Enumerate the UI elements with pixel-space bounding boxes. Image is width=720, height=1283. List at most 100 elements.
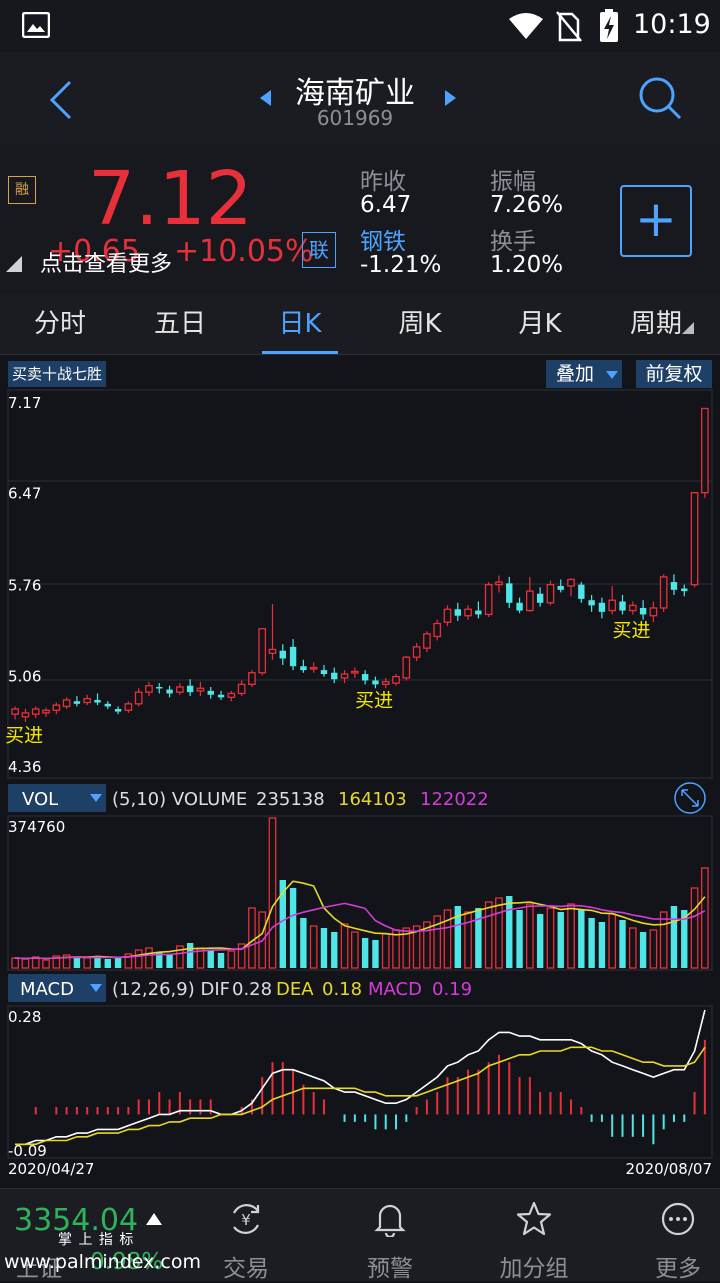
overlay-chevron-icon xyxy=(606,371,618,379)
prev-close-label: 昨收 xyxy=(360,169,406,195)
candle-body xyxy=(227,692,236,698)
volume-bar xyxy=(134,949,143,969)
volume-bar xyxy=(73,957,81,968)
candle-body xyxy=(639,607,647,615)
volume-bar xyxy=(300,918,307,968)
volume-bar xyxy=(124,953,133,969)
nav-alert[interactable]: 预警 xyxy=(340,1189,440,1282)
candle-body xyxy=(619,601,626,611)
candle-body xyxy=(156,686,163,689)
nav-alert-label: 预警 xyxy=(367,1256,413,1282)
tab-five-day[interactable]: 五日 xyxy=(153,309,206,339)
prev-stock-icon[interactable] xyxy=(258,89,272,107)
corner-triangle-icon xyxy=(6,256,22,272)
volume-bar xyxy=(237,943,246,969)
next-stock-icon[interactable] xyxy=(444,89,458,107)
macd-params: (12,26,9) DIF xyxy=(112,979,230,1000)
nav-trade-label: 交易 xyxy=(223,1256,269,1282)
price-tick-label: 4.36 xyxy=(8,758,41,776)
volume-bar xyxy=(217,953,225,968)
candle-body xyxy=(331,672,338,680)
margin-badge: 融 xyxy=(8,176,36,204)
volume-bar xyxy=(104,959,111,968)
expand-icon[interactable] xyxy=(674,782,706,814)
volume-bar xyxy=(516,910,523,968)
vol-chevron-icon xyxy=(90,794,102,802)
candle-body xyxy=(351,670,359,674)
volume-bar xyxy=(21,958,30,969)
candle-body xyxy=(402,656,411,679)
watermark-title: 掌 上 指 标 xyxy=(58,1232,135,1248)
wifi-icon xyxy=(509,13,543,39)
candle-body xyxy=(381,681,390,686)
buy-signal: 买进 xyxy=(5,724,43,746)
tab-period[interactable]: 周期 xyxy=(629,309,682,339)
index-value[interactable]: 3354.04 xyxy=(14,1203,139,1238)
period-tabs: 分时 五日 日K 周K 月K 周期 xyxy=(0,294,720,355)
candle-body xyxy=(536,593,544,603)
vol-max-label: 374760 xyxy=(8,818,65,836)
price-adjust-button[interactable]: 前复权 xyxy=(636,360,712,388)
volume-bar xyxy=(412,925,421,969)
candle-body xyxy=(681,588,688,592)
candle-body xyxy=(392,675,400,684)
volume-bar xyxy=(475,908,482,968)
status-bar: 10:19 xyxy=(0,0,720,52)
candle-body xyxy=(557,585,564,590)
candle-body xyxy=(506,583,513,603)
tab-weekly-k[interactable]: 周K xyxy=(398,309,442,339)
overlay-dropdown[interactable]: 叠加 xyxy=(546,360,622,388)
volume-bar xyxy=(402,927,411,969)
vol-selector[interactable] xyxy=(8,784,106,812)
nav-more[interactable]: 更多 xyxy=(628,1189,720,1282)
index-name: 上证 xyxy=(16,1256,62,1282)
candle-body xyxy=(124,703,133,711)
volume-bar xyxy=(423,921,431,969)
candle-body xyxy=(546,583,555,604)
volume-bar xyxy=(598,922,606,968)
vol-ma5: 164103 xyxy=(338,789,407,810)
price-tick-label: 5.76 xyxy=(8,577,41,595)
volume-ma10-line xyxy=(15,902,706,960)
candle-body xyxy=(94,699,101,703)
candle-body xyxy=(73,701,81,704)
buy-signal: 买进 xyxy=(613,619,651,641)
candle-body xyxy=(31,708,40,715)
volume-bar xyxy=(546,907,555,969)
search-icon[interactable] xyxy=(638,76,682,120)
tab-monthly-k[interactable]: 月K xyxy=(518,309,562,339)
volume-bar xyxy=(372,940,379,968)
start-date: 2020/04/27 xyxy=(8,1160,94,1178)
volume-bar xyxy=(381,933,390,969)
volume-bar xyxy=(495,897,503,969)
candle-body xyxy=(578,584,585,599)
dea-label: DEA xyxy=(276,979,314,1000)
more-details-link[interactable]: 点击查看更多 xyxy=(40,252,173,277)
volume-bar xyxy=(83,957,92,969)
clock: 10:19 xyxy=(633,9,711,40)
nav-add-group[interactable]: 加分组 xyxy=(484,1189,584,1282)
volume-bar xyxy=(506,896,513,968)
sector-link[interactable]: 钢铁 xyxy=(360,229,406,255)
volume-bar xyxy=(443,909,452,969)
tab-intraday[interactable]: 分时 xyxy=(33,309,86,339)
nav-trade[interactable]: ¥ 交易 xyxy=(196,1189,296,1282)
indicator-tag[interactable]: 买卖十战七胜 xyxy=(8,361,107,387)
candle-body xyxy=(289,646,297,667)
volume-bar xyxy=(433,915,442,969)
candle-body xyxy=(443,608,452,623)
vol-params: (5,10) VOLUME xyxy=(112,789,247,810)
lian-badge[interactable]: 联 xyxy=(302,232,336,268)
index-change: 0.98% xyxy=(90,1249,164,1275)
tab-daily-k[interactable]: 日K xyxy=(278,309,322,339)
vol-selector-label: VOL xyxy=(22,789,58,810)
volume-bar xyxy=(320,928,328,968)
candle-body xyxy=(83,697,92,704)
volume-bar xyxy=(331,932,338,968)
bell-icon xyxy=(374,1204,406,1237)
macd-selector[interactable] xyxy=(8,974,106,1002)
buy-signal: 买进 xyxy=(355,689,393,711)
add-watchlist-button[interactable]: + xyxy=(620,185,692,257)
back-chevron-icon[interactable] xyxy=(46,80,74,120)
